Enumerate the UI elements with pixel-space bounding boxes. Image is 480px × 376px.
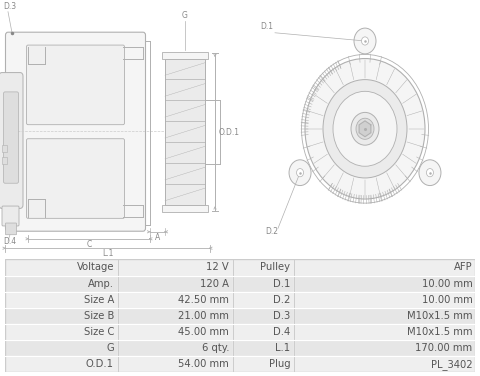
Text: 45.00 mm: 45.00 mm [179, 327, 229, 337]
Text: PL_3402: PL_3402 [431, 359, 472, 370]
Text: O.D.1: O.D.1 [219, 128, 240, 137]
Bar [162, 52, 208, 59]
Text: 120 A: 120 A [200, 279, 229, 289]
Bar [233, 259, 294, 276]
Text: D.1: D.1 [273, 279, 290, 289]
Bar [233, 356, 294, 372]
Bar [5, 292, 118, 308]
Bar [233, 340, 294, 356]
Text: C: C [86, 240, 92, 249]
Text: Pulley: Pulley [260, 262, 290, 273]
Text: 42.50 mm: 42.50 mm [178, 295, 229, 305]
Text: Size A: Size A [84, 295, 114, 305]
Text: 170.00 mm: 170.00 mm [415, 343, 472, 353]
Bar [5, 259, 118, 276]
FancyBboxPatch shape [26, 45, 124, 125]
Bar [1, 145, 7, 152]
Bar [5, 324, 118, 340]
Circle shape [354, 28, 376, 54]
FancyBboxPatch shape [0, 73, 23, 208]
Bar [5, 356, 118, 372]
Bar [118, 340, 233, 356]
Bar [233, 276, 294, 292]
Bar [294, 276, 475, 292]
FancyBboxPatch shape [3, 92, 19, 183]
Text: D.2: D.2 [265, 227, 278, 236]
Circle shape [426, 168, 433, 177]
Text: D.3: D.3 [3, 2, 16, 11]
Polygon shape [359, 121, 371, 137]
Text: 6 qty.: 6 qty. [202, 343, 229, 353]
Bar [294, 259, 475, 276]
Bar [294, 356, 475, 372]
Bar [294, 308, 475, 324]
Bar [5, 276, 118, 292]
Bar [5, 340, 118, 356]
Circle shape [356, 118, 374, 139]
Text: 21.00 mm: 21.00 mm [178, 311, 229, 321]
Text: A: A [155, 233, 160, 242]
Text: AFP: AFP [454, 262, 472, 273]
Text: O.D.1: O.D.1 [86, 359, 114, 369]
Bar [118, 276, 233, 292]
Bar [118, 259, 233, 276]
Bar [118, 324, 233, 340]
Bar [118, 308, 233, 324]
Circle shape [333, 91, 397, 166]
Text: 10.00 mm: 10.00 mm [421, 295, 472, 305]
Bar [162, 205, 208, 212]
Text: M10x1.5 mm: M10x1.5 mm [407, 311, 472, 321]
Circle shape [361, 37, 369, 45]
Circle shape [289, 160, 311, 186]
Bar [118, 356, 233, 372]
Circle shape [419, 160, 441, 186]
Text: Size B: Size B [84, 311, 114, 321]
Text: L.1: L.1 [102, 249, 113, 258]
Text: D.2: D.2 [273, 295, 290, 305]
FancyBboxPatch shape [5, 32, 145, 231]
FancyBboxPatch shape [2, 206, 19, 226]
Text: G: G [182, 11, 188, 20]
Text: Amp.: Amp. [88, 279, 114, 289]
Text: 10.00 mm: 10.00 mm [421, 279, 472, 289]
Bar [233, 292, 294, 308]
Text: D.3: D.3 [273, 311, 290, 321]
Bar [233, 308, 294, 324]
Text: G: G [106, 343, 114, 353]
Text: Size C: Size C [84, 327, 114, 337]
Bar [1, 157, 7, 164]
Text: D.4: D.4 [3, 237, 16, 246]
Text: Voltage: Voltage [76, 262, 114, 273]
FancyBboxPatch shape [26, 139, 124, 218]
Circle shape [305, 59, 425, 199]
Circle shape [323, 80, 407, 178]
Text: D.4: D.4 [273, 327, 290, 337]
Bar [233, 324, 294, 340]
Bar [294, 340, 475, 356]
Bar [294, 324, 475, 340]
Bar [165, 59, 205, 205]
Text: Plug: Plug [269, 359, 290, 369]
Text: L.1: L.1 [275, 343, 290, 353]
Text: 54.00 mm: 54.00 mm [179, 359, 229, 369]
Text: D.1: D.1 [260, 22, 273, 31]
Bar [294, 292, 475, 308]
Text: 12 V: 12 V [206, 262, 229, 273]
Bar [118, 292, 233, 308]
Circle shape [297, 168, 303, 177]
Bar [5, 308, 118, 324]
FancyBboxPatch shape [5, 223, 16, 235]
Circle shape [351, 112, 379, 145]
Text: M10x1.5 mm: M10x1.5 mm [407, 327, 472, 337]
